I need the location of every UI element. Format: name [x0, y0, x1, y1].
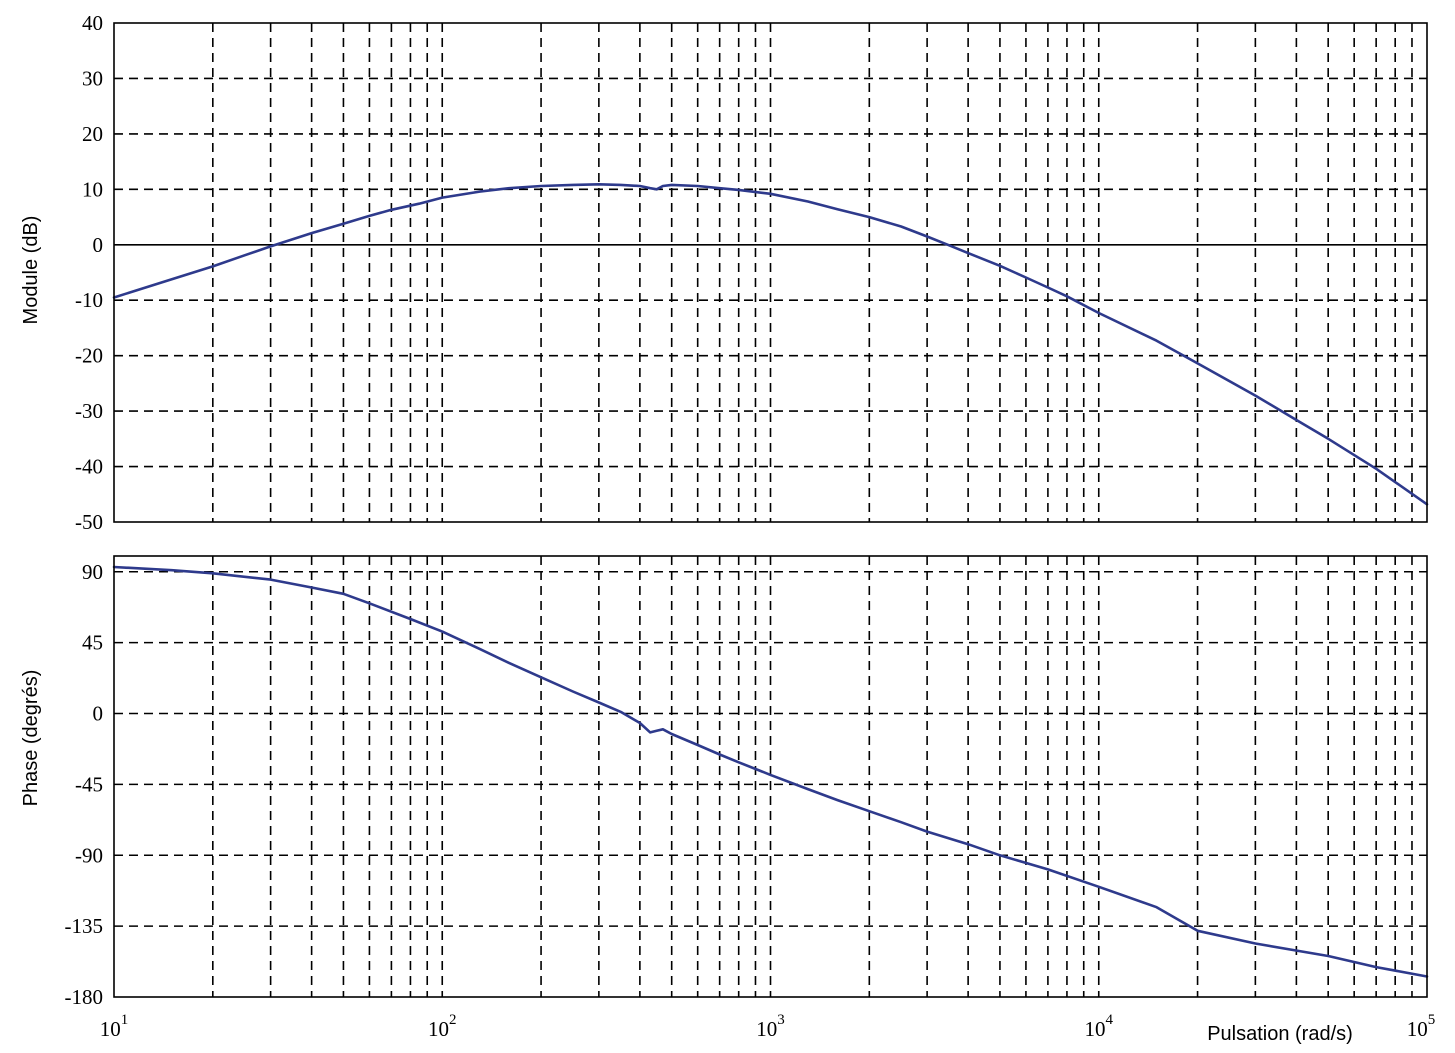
- phase-y-tick-label: -90: [75, 843, 103, 867]
- magnitude-y-tick-label: -40: [75, 455, 103, 479]
- phase-y-tick-label: 45: [82, 631, 103, 655]
- x-tick-label: 104: [1085, 1012, 1114, 1041]
- magnitude-frame: [113, 22, 1428, 523]
- magnitude-y-tick-label: -10: [75, 288, 103, 312]
- magnitude-y-tick-label: 0: [93, 233, 104, 257]
- x-tick-labels: 101 102 103 104 105: [100, 1012, 1436, 1041]
- magnitude-series: [112, 183, 1429, 506]
- x-tick-label: 102: [428, 1012, 457, 1041]
- phase-series: [112, 565, 1429, 978]
- magnitude-y-tick-labels: 40 30 20 10 0 -10 -20 -30 -40 -50: [75, 11, 103, 534]
- magnitude-y-tick-label: -30: [75, 399, 103, 423]
- magnitude-y-tick-label: -20: [75, 344, 103, 368]
- x-tick-label: 101: [100, 1012, 129, 1041]
- plot-frames: [113, 22, 1428, 998]
- magnitude-y-tick-label: 40: [82, 11, 103, 35]
- magnitude-y-tick-label: 20: [82, 122, 103, 146]
- x-tick-label: 105: [1407, 1012, 1436, 1041]
- magnitude-y-axis-label: Module (dB): [20, 216, 42, 325]
- magnitude-curve: [112, 183, 1429, 506]
- phase-y-tick-label: -45: [75, 772, 103, 796]
- magnitude-y-tick-label: 30: [82, 66, 103, 90]
- magnitude-grid: [114, 23, 1427, 522]
- phase-grid: [114, 556, 1427, 997]
- phase-curve: [112, 565, 1429, 978]
- phase-y-axis-label: Phase (degrés): [20, 670, 42, 807]
- phase-y-tick-label: -135: [65, 914, 104, 938]
- phase-frame: [113, 555, 1428, 998]
- phase-y-tick-labels: 90 45 0 -45 -90 -135 -180: [65, 560, 104, 1009]
- magnitude-y-tick-label: -50: [75, 510, 103, 534]
- magnitude-y-tick-label: 10: [82, 177, 103, 201]
- phase-y-tick-label: 0: [93, 702, 104, 726]
- phase-y-tick-label: 90: [82, 560, 103, 584]
- phase-y-tick-label: -180: [65, 985, 104, 1009]
- x-axis-label: Pulsation (rad/s): [1207, 1023, 1353, 1045]
- x-tick-label: 103: [756, 1012, 785, 1041]
